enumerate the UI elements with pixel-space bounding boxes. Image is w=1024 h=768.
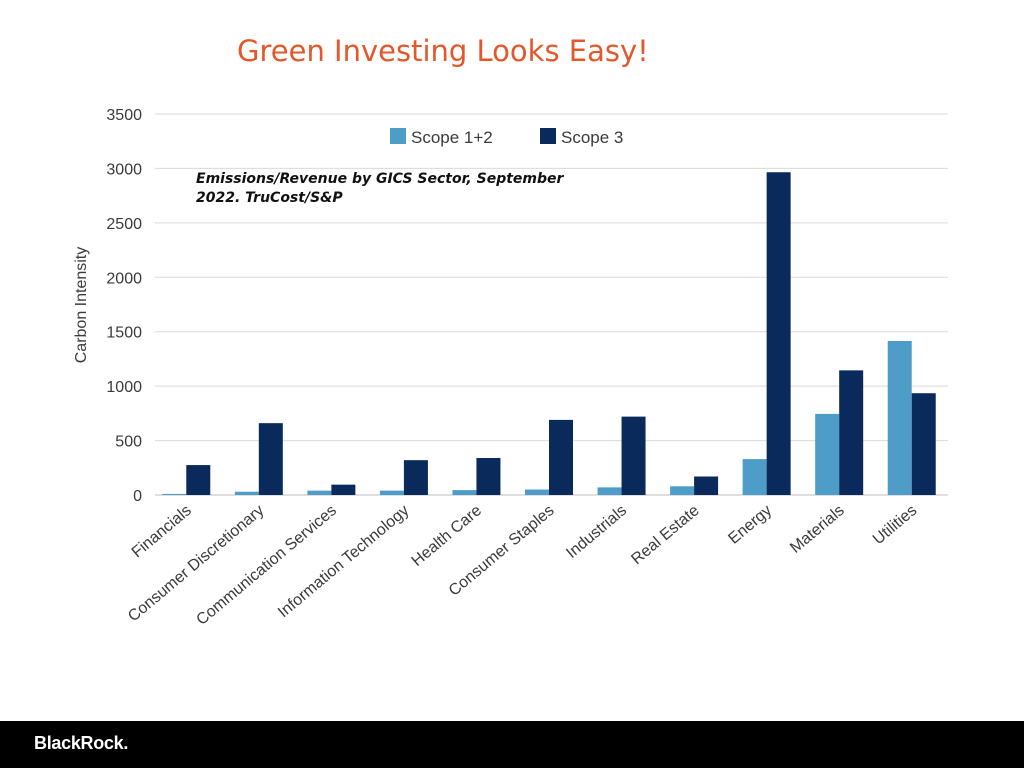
bar-scope3: [839, 370, 864, 495]
slide-title: Green Investing Looks Easy!: [237, 34, 649, 68]
bar-scope12: [452, 490, 477, 495]
bar-scope12: [307, 490, 332, 495]
footer-bar: BlackRock.: [0, 721, 1024, 768]
x-category-label: Consumer Discretionary: [125, 502, 267, 625]
bar-scope12: [525, 489, 549, 495]
x-category-label: Communication Services: [193, 502, 339, 629]
legend-label: Scope 3: [561, 128, 623, 147]
y-tick-label: 2000: [106, 270, 142, 287]
x-category-label: Financials: [129, 502, 195, 561]
bar-scope3: [403, 460, 428, 495]
legend-swatch: [540, 128, 556, 144]
bar-scope12: [379, 490, 404, 495]
bar-scope12: [234, 491, 259, 495]
bar-scope3: [766, 172, 791, 495]
bar-scope3: [911, 393, 936, 495]
bar-scope3: [694, 476, 719, 495]
y-tick-label: 2500: [106, 216, 142, 233]
x-category-label: Health Care: [409, 502, 485, 570]
chart-subtitle: Emissions/Revenue by GICS Sector, Septem…: [196, 171, 564, 206]
x-category-label: Utilities: [870, 502, 920, 548]
y-tick-label: 0: [133, 488, 142, 505]
bar-scope12: [670, 486, 695, 495]
x-category-label: Materials: [787, 502, 848, 557]
bar-scope3: [331, 484, 356, 495]
bar-scope3: [258, 423, 283, 495]
x-category-label: Energy: [725, 502, 775, 548]
legend-label: Scope 1+2: [411, 128, 493, 147]
bar-scope3: [186, 465, 211, 495]
x-category-label: Industrials: [563, 502, 630, 562]
y-tick-label: 3500: [106, 107, 142, 124]
bar-scope12: [162, 493, 187, 495]
y-tick-label: 3000: [106, 161, 142, 178]
bar-scope12: [815, 413, 840, 495]
y-tick-label: 1000: [106, 379, 142, 396]
bar-scope3: [621, 416, 646, 495]
bar-scope3: [549, 419, 573, 495]
legend-swatch: [390, 128, 406, 144]
y-tick-label: 500: [115, 434, 142, 451]
bar-scope12: [597, 487, 622, 495]
bar-scope12: [887, 340, 912, 495]
y-tick-label: 1500: [106, 325, 142, 342]
chart: 0 500 1000 1500 2000 2500 3000 3500 Carbon Inten…: [73, 107, 948, 629]
y-axis-title: Carbon Intensity: [73, 247, 90, 364]
bar-scope3: [476, 457, 501, 495]
x-category-label: Information Technology: [275, 502, 412, 621]
blackrock-logo: BlackRock.: [34, 733, 129, 753]
bar-scope12: [742, 459, 767, 495]
x-category-label: Real Estate: [628, 502, 702, 568]
